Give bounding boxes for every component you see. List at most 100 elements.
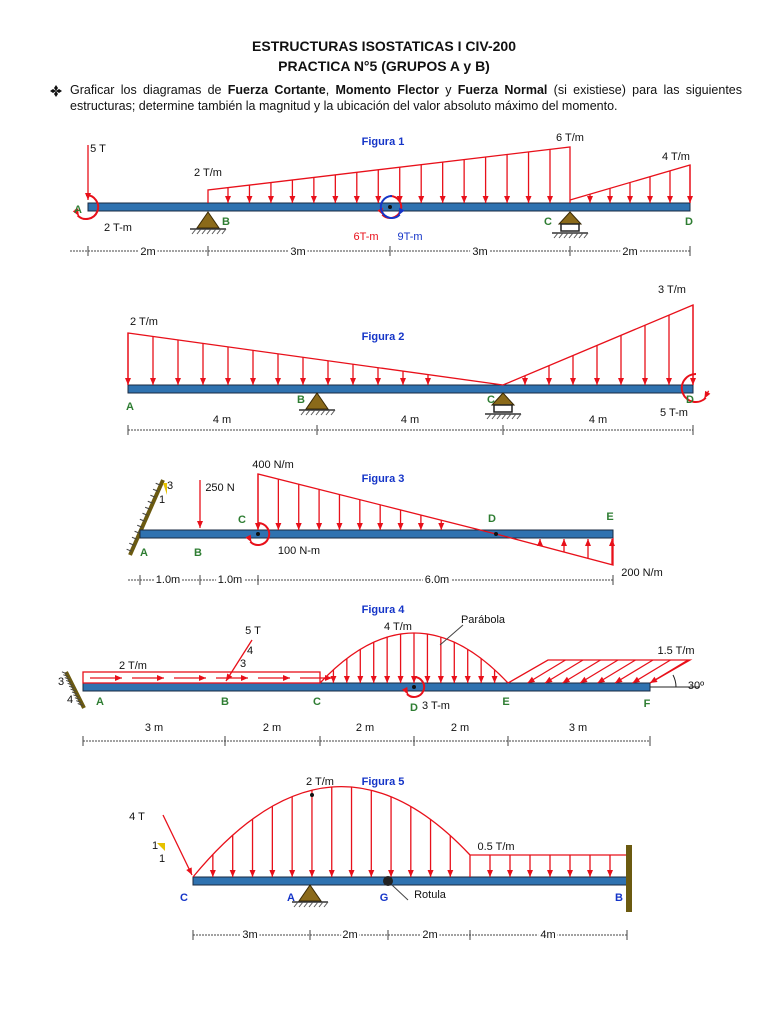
hatch — [131, 536, 138, 540]
arrow-head — [690, 378, 696, 385]
hatch — [142, 512, 148, 516]
arrow-head — [537, 539, 543, 546]
figure-label: Figura 1 — [362, 136, 405, 148]
hatch — [201, 228, 207, 235]
arrow-head — [397, 676, 404, 683]
figure-label: 2 T/m — [119, 660, 147, 672]
arrow-head — [229, 870, 236, 877]
hatch — [147, 500, 153, 504]
figure-label: 4 T/m — [384, 621, 412, 633]
hatch — [315, 409, 321, 416]
figure-label: 5 T-m — [660, 407, 688, 419]
figure-label: A — [140, 547, 148, 559]
figure-label: 3 — [167, 480, 173, 492]
arrow-head — [666, 378, 672, 385]
hatch — [298, 901, 304, 908]
arrow-head — [400, 378, 406, 385]
hatch — [70, 688, 76, 692]
arrow-head — [115, 675, 122, 681]
hatch — [221, 228, 227, 235]
arrow-head — [150, 378, 156, 385]
arrow-head — [350, 378, 356, 385]
angle-arc — [672, 674, 677, 688]
figure-label: 2m — [342, 929, 357, 941]
arrow-head — [375, 378, 381, 385]
figure-label: D — [685, 216, 693, 228]
hatch — [325, 409, 331, 416]
figure-label: 2 m — [451, 722, 469, 734]
arrow-head — [482, 196, 489, 203]
hatch — [196, 228, 202, 235]
moment-arc — [379, 194, 401, 219]
hatch — [563, 232, 569, 239]
arrow-head — [632, 676, 641, 683]
arrow-head — [250, 378, 256, 385]
arrow-head — [295, 523, 302, 530]
figure-label: 1.0m — [218, 574, 242, 586]
leader — [439, 624, 464, 646]
point — [256, 532, 260, 536]
arrow-head — [186, 867, 192, 875]
hatch — [139, 518, 146, 522]
figure-label: C — [544, 216, 552, 228]
doc-title: ESTRUCTURAS ISOSTATICAS I CIV-200 — [252, 38, 516, 54]
arrow-head — [650, 676, 658, 683]
hatch — [568, 232, 574, 239]
hatch — [491, 413, 497, 420]
pin-support — [196, 211, 220, 229]
figure-label: 1 — [159, 494, 165, 506]
arrow-head — [370, 676, 377, 683]
figure-label: 100 N-m — [278, 545, 320, 557]
arrow-head — [157, 675, 164, 681]
arrow-head — [687, 196, 693, 203]
figure-label: E — [606, 511, 613, 523]
arrow-head — [245, 534, 252, 543]
figure-label: D — [686, 394, 694, 406]
hatch — [330, 409, 336, 416]
arrow-head — [447, 870, 454, 877]
moment-arc — [406, 675, 426, 698]
arrow-head — [325, 378, 331, 385]
hatch — [191, 228, 197, 235]
load-arrow — [562, 659, 601, 684]
arrow-head — [175, 378, 181, 385]
arrow-head — [580, 676, 588, 683]
load-arrow — [597, 659, 636, 684]
figure-label: 3 T/m — [658, 284, 686, 296]
load-outline — [192, 786, 628, 878]
hatch — [73, 694, 79, 698]
arrow-head — [241, 675, 248, 681]
arrow-head — [607, 196, 613, 203]
arrow-head — [561, 539, 567, 546]
arrow-head — [491, 676, 498, 683]
arrow-head — [249, 870, 256, 877]
figure-label: 400 N/m — [252, 459, 294, 471]
figure-label: 4m — [540, 929, 555, 941]
figure-label: C — [238, 514, 246, 526]
figure-label: B — [615, 892, 623, 904]
figure-label: 4 m — [401, 414, 419, 426]
point — [310, 793, 314, 797]
arrow-head — [332, 196, 339, 203]
figure-label: 3m — [242, 929, 257, 941]
arrow-head — [425, 378, 431, 385]
arrow-head — [388, 870, 395, 877]
figure-label: D — [488, 513, 496, 525]
figure-label: F — [644, 698, 651, 710]
wall — [128, 479, 165, 556]
figure-label: 2 m — [356, 722, 374, 734]
hatch — [303, 901, 309, 908]
text: y — [438, 83, 458, 97]
arrow-head — [225, 378, 231, 385]
hatch — [77, 703, 83, 706]
arrow-head — [336, 523, 343, 530]
hatch — [506, 413, 512, 420]
arrow-head — [407, 870, 414, 877]
hatch — [516, 413, 522, 420]
figure-label: D — [410, 702, 418, 714]
figure-label: B — [194, 547, 202, 559]
arrow-head — [461, 196, 468, 203]
hatch — [318, 901, 324, 908]
arrow-head — [283, 675, 290, 681]
figure-label: 4 — [67, 694, 73, 706]
